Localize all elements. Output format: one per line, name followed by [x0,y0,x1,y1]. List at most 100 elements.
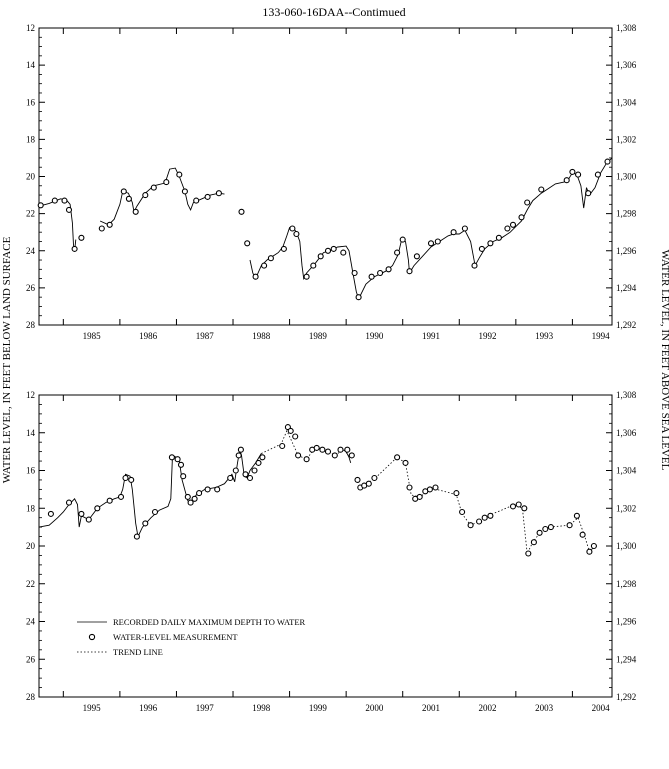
measurement-point [340,249,347,256]
y-tick-label-right: 1,304 [616,466,637,476]
y-tick-label-right: 1,296 [616,246,637,256]
measurement-point [432,484,439,491]
y-tick-label-left: 14 [26,428,36,438]
x-tick-label: 1992 [479,331,497,341]
y-tick-label-left: 20 [26,541,36,551]
measurement-point [61,197,68,204]
measurement-point [289,225,296,232]
y-tick-label-left: 18 [26,134,36,144]
measurement-point [106,497,113,504]
measurement-point [215,190,222,197]
measurement-point [251,467,258,474]
x-tick-label: 1991 [422,331,440,341]
measurement-point [204,193,211,200]
x-tick-label: 1990 [365,331,384,341]
measurement-point [344,446,351,453]
x-tick-label: 1986 [139,331,158,341]
legend: RECORDED DAILY MAXIMUM DEPTH TO WATER WA… [77,617,306,657]
measurement-point [237,446,244,453]
measurement-point [168,454,175,461]
measurement-point [495,234,502,241]
x-tick-label: 1987 [196,331,215,341]
measurement-point [280,245,287,252]
y-tick-label-right: 1,302 [616,503,636,513]
measurement-point [394,249,401,256]
x-tick-label: 1996 [139,703,158,713]
y-tick-label-left: 12 [26,23,35,33]
measurement-point [467,522,474,529]
measurement-point [354,476,361,483]
measurement-point [604,158,611,165]
measurement-point [94,505,101,512]
y-tick-label-right: 1,304 [616,97,637,107]
measurement-point [303,456,310,463]
measurement-point [509,221,517,228]
legend-measurement-marker [88,633,96,641]
measurement-point [125,195,132,202]
right-axis-title: WATER LEVEL, IN FEET ABOVE SEA LEVEL [659,250,669,471]
measurement-point [174,456,181,463]
measurement-point [150,184,157,191]
measurement-point [590,542,597,550]
y-tick-label-right: 1,306 [616,60,637,70]
measurement-point [204,486,211,493]
measurement-point [487,240,494,247]
y-tick-label-left: 26 [26,654,36,664]
recorded-depth-series-line [38,198,77,251]
x-tick-label: 1995 [83,703,102,713]
measurement-point [536,529,543,536]
measurement-point [235,452,242,459]
measurement-point [292,433,299,440]
measurement-point [128,476,135,483]
measurement-point [180,473,187,480]
measurement-point [461,225,468,232]
measurement-point [575,171,582,178]
measurement-point [450,229,457,236]
measurement-point [427,240,435,247]
x-tick-label: 2002 [479,703,497,713]
measurement-point [117,493,125,500]
measurement-point [530,539,537,546]
measurement-point [267,255,274,262]
y-tick-label-right: 1,302 [616,134,636,144]
y-tick-label-left: 14 [26,60,36,70]
measurement-point [252,273,259,280]
measurement-point [132,208,139,215]
measurement-point [259,454,266,461]
measurement-point [406,268,413,275]
measurement-point [324,448,332,455]
x-tick-label: 1989 [309,331,328,341]
y-tick-label-right: 1,308 [616,23,637,33]
measurement-point [310,262,317,269]
y-tick-label-left: 16 [26,97,36,107]
measurement-point [177,461,185,468]
measurement-point [476,518,483,525]
measurement-point [377,269,384,277]
y-tick-label-right: 1,296 [616,617,637,627]
measurement-point [196,490,203,497]
measurement-point [122,474,129,482]
y-tick-label-left: 16 [26,466,36,476]
measurement-point [365,480,372,487]
measurement-point [324,247,332,254]
measurement-point [120,188,127,195]
measurement-point [585,190,592,197]
y-tick-label-right: 1,306 [616,428,637,438]
x-tick-label: 1998 [252,703,271,713]
measurement-point [413,253,420,260]
measurement-point [538,186,545,193]
x-tick-label: 2001 [422,703,440,713]
y-tick-label-left: 26 [26,283,36,293]
measurement-point [47,510,54,517]
measurement-point [426,486,433,493]
measurement-point [85,516,92,523]
measurement-point [515,501,522,508]
measurement-point [181,188,188,195]
measurement-point [547,524,554,531]
measurement-point [238,208,245,215]
y-tick-label-left: 22 [26,209,35,219]
measurement-point [459,508,466,516]
upper-hydrograph-panel: 12 1,308 14 1,306 16 1,304 18 1,302 20 1,300 22 1,2… [26,23,637,341]
measurement-point [504,225,511,232]
measurement-point [524,199,531,206]
